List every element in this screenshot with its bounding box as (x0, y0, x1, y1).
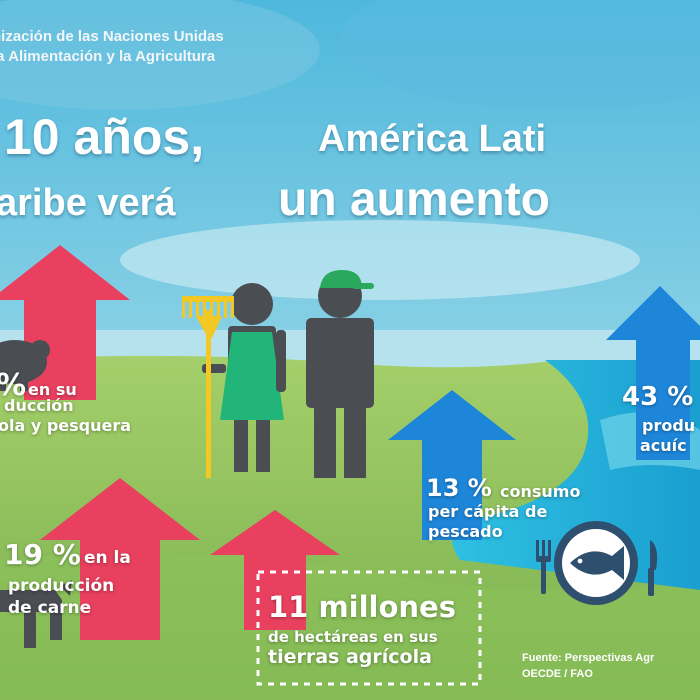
cap-icon (320, 270, 374, 289)
headline-line2a: aribe verá (0, 182, 176, 224)
fish-icon (554, 521, 638, 605)
fish-production-value: % (0, 368, 26, 403)
farmer-woman (202, 283, 286, 472)
grass-foreground (0, 553, 700, 700)
pig-icon (0, 340, 50, 391)
cloud (120, 220, 640, 300)
fork-icon (536, 540, 551, 594)
fish-production-desc2: ducción (4, 396, 74, 415)
meat-value: 19 % (4, 538, 81, 571)
fish-consumption-value: 13 % (426, 474, 492, 502)
head (231, 283, 273, 325)
land-stat-box (256, 570, 482, 686)
cloud (0, 0, 320, 110)
fish-production-desc3: ola y pesquera (0, 416, 132, 435)
fish-consumption-desc3: pescado (428, 522, 503, 541)
headline-line1b: América Lati (318, 118, 547, 160)
fish-consumption-desc2: per cápita de (428, 502, 548, 521)
fish-production-desc1: en su (28, 380, 77, 399)
headline-line1a: 10 años, (4, 109, 205, 165)
arrow-up-red (210, 510, 340, 630)
rake-icon (182, 296, 234, 478)
cloud (340, 0, 700, 110)
source-line2: OECDE / FAO (522, 668, 593, 680)
headline-line2b: un aumento (278, 173, 550, 226)
cow-icon (0, 580, 72, 648)
fish-consumption-desc1: consumo (500, 482, 581, 501)
aquaculture-desc2: acuíc (640, 436, 687, 455)
land-desc1: de hectáreas en sus (268, 628, 438, 646)
land-value: 11 millones (268, 590, 456, 624)
dress (220, 332, 284, 420)
arrow-up-red (40, 478, 200, 640)
arrow-up-blue (606, 286, 700, 460)
meat-desc3: de carne (8, 598, 92, 618)
source-line1: Fuente: Perspectivas Agr (522, 652, 655, 664)
land-desc2: tierras agrícola (268, 646, 432, 668)
aquaculture-desc1: produ (642, 416, 696, 435)
aquaculture-value: 43 % (622, 382, 694, 412)
org-name-line2: la Alimentación y la Agricultura (0, 48, 216, 65)
meat-desc2: producción (8, 576, 115, 596)
knife-icon (648, 540, 658, 596)
arrow-up-blue (388, 390, 516, 540)
org-name-line1: nización de las Naciones Unidas (0, 28, 224, 45)
meat-desc1: en la (84, 548, 131, 568)
